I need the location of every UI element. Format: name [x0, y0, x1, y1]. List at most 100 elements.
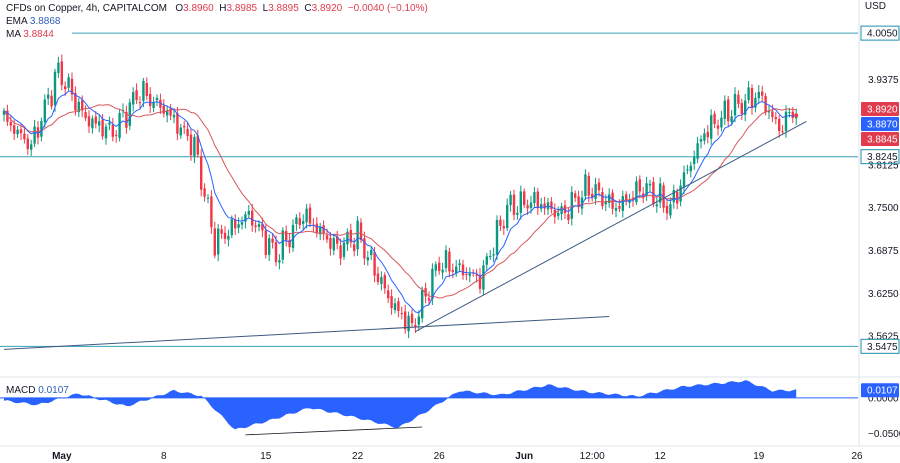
candle-body	[427, 298, 431, 301]
candle-body	[149, 93, 152, 107]
candle-body	[434, 264, 437, 271]
open-value: 3.8960	[183, 3, 214, 14]
candle-body	[431, 268, 434, 299]
candle-body	[43, 99, 46, 123]
macd-divergence-line	[245, 426, 423, 436]
candle-body	[604, 201, 607, 205]
candle-body	[720, 117, 723, 128]
candle-body	[16, 129, 19, 135]
macd-tick-label: 0.0000	[868, 393, 899, 404]
price-tick-label: 3.7500	[868, 203, 899, 214]
legend: CFDs on Copper, 4h, CAPITALCOM O3.8960 H…	[6, 2, 428, 41]
candle-body	[638, 179, 641, 192]
candle-body	[213, 228, 216, 256]
low-label: L	[262, 3, 269, 14]
candle-body	[492, 254, 495, 256]
candle-body	[744, 100, 747, 115]
ma-value: 3.8844	[23, 29, 54, 40]
candle-body	[587, 175, 590, 196]
close-label: C	[304, 3, 312, 14]
candle-body	[257, 224, 261, 227]
candle-body	[448, 251, 451, 272]
candle-body	[234, 219, 237, 229]
candle-body	[298, 218, 301, 225]
candle-body	[771, 111, 774, 118]
candle-body	[676, 191, 679, 204]
candle-body	[227, 235, 230, 240]
candle-body	[618, 206, 621, 209]
candle-body	[278, 260, 281, 263]
candle-body	[733, 93, 737, 116]
candle-body	[285, 231, 288, 241]
candle-body	[417, 316, 420, 325]
level-badge-support	[860, 338, 900, 354]
candle-body	[611, 192, 614, 209]
candle-body	[251, 210, 254, 226]
candle-body	[791, 111, 794, 118]
candle-body	[591, 193, 594, 198]
candle-body	[621, 196, 624, 211]
legend-symbol-row: CFDs on Copper, 4h, CAPITALCOM O3.8960 H…	[6, 2, 428, 15]
candle-body	[84, 112, 87, 119]
candle-body	[703, 133, 706, 141]
candle-body	[625, 194, 628, 201]
level-badge-mid-level	[860, 149, 900, 165]
trendline-long-trend	[3, 316, 610, 350]
candle-body	[529, 202, 533, 209]
candle-body	[577, 196, 580, 208]
candle-body	[397, 301, 400, 311]
candle-body	[118, 113, 121, 138]
trendline-uptrend	[415, 120, 807, 333]
candle-body	[349, 229, 352, 243]
time-tick-label: 19	[753, 451, 765, 462]
candle-body	[495, 220, 499, 255]
close-value: 3.8920	[311, 3, 343, 14]
candle-body	[9, 122, 12, 126]
candle-body	[543, 203, 546, 209]
candle-body	[210, 196, 213, 228]
candle-body	[142, 80, 145, 102]
candle-body	[665, 205, 669, 214]
candle-body	[295, 217, 298, 224]
candle-body	[366, 257, 369, 261]
candle-body	[706, 131, 709, 138]
candle-body	[50, 95, 53, 107]
candle-body	[594, 184, 597, 199]
candle-body	[145, 82, 148, 96]
level-badge-resistance	[860, 25, 900, 41]
candle-body	[47, 94, 50, 99]
candle-body	[274, 242, 278, 263]
candle-body	[186, 128, 189, 137]
candle-body	[438, 262, 441, 271]
candle-body	[614, 207, 618, 211]
candle-body	[526, 205, 529, 209]
candle-body	[580, 197, 584, 209]
candle-body	[390, 296, 393, 308]
candle-body	[584, 174, 587, 197]
candle-body	[363, 238, 366, 259]
time-tick-label: 26	[851, 451, 863, 462]
time-tick-label: 12:00	[580, 451, 605, 462]
candle-body	[669, 204, 672, 216]
macd-value-badge	[861, 383, 899, 398]
candle-body	[322, 225, 325, 234]
candle-body	[455, 266, 458, 274]
candle-body	[87, 116, 91, 127]
axis-unit: USD	[864, 1, 886, 12]
candle-body	[159, 99, 162, 108]
candle-body	[557, 212, 560, 216]
candle-body	[135, 90, 138, 101]
candle-body	[19, 129, 23, 134]
candle-body	[342, 242, 346, 257]
candle-body	[767, 111, 771, 113]
time-tick-label: 12	[655, 451, 667, 462]
candle-body	[727, 99, 730, 122]
candle-body	[77, 101, 80, 113]
candle-body	[193, 136, 196, 157]
candle-body	[659, 183, 662, 203]
candle-body	[754, 97, 757, 108]
macd-value: 0.0107	[38, 385, 69, 396]
time-tick-label: 8	[161, 451, 167, 462]
